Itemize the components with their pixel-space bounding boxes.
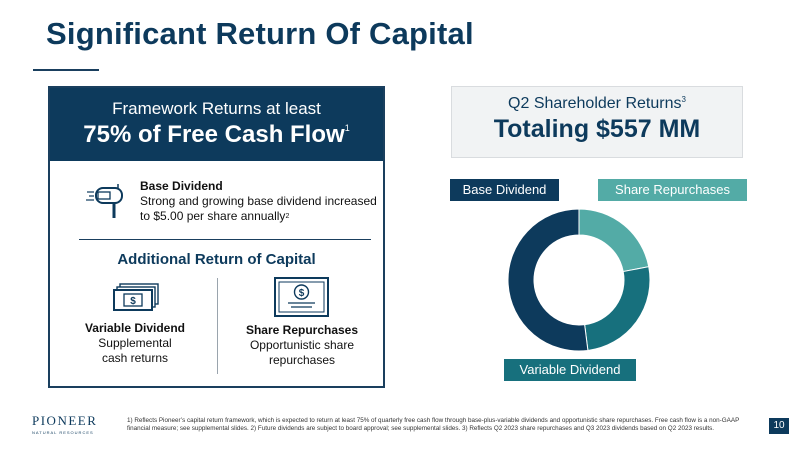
base-dividend-text: Strong and growing base dividend increas…: [140, 194, 380, 224]
framework-line2-text: 75% of Free Cash Flow: [83, 121, 345, 148]
donut-slice-base-dividend: [508, 209, 589, 351]
logo-wordmark: PIONEER: [32, 413, 98, 428]
base-dividend-footnote-ref: 2: [285, 213, 290, 220]
share-repurchases-column: Share Repurchases Opportunistic share re…: [227, 323, 377, 368]
mailbox-icon: [86, 184, 123, 218]
additional-return-title: Additional Return of Capital: [117, 251, 316, 268]
shareholder-footnote-ref: 3: [681, 95, 686, 104]
share-repurchases-text: Opportunistic share repurchases: [249, 338, 355, 367]
framework-line1: Framework Returns at least: [112, 99, 321, 118]
returns-donut-chart: [508, 209, 650, 351]
framework-header: Framework Returns at least 75% of Free C…: [50, 88, 383, 161]
share-repurchases-title: Share Repurchases: [245, 323, 359, 337]
variable-dividend-title: Variable Dividend: [84, 321, 186, 335]
footnotes: 1) Reflects Pioneer’s capital return fra…: [127, 417, 740, 432]
base-dividend-title: Base Dividend: [140, 179, 223, 193]
svg-text:$: $: [299, 288, 305, 299]
svg-text:$: $: [130, 296, 136, 307]
column-divider: [217, 278, 218, 374]
section-divider: [79, 239, 371, 240]
title-underline: [33, 69, 99, 71]
variable-dividend-column: Variable Dividend Supplemental cash retu…: [60, 321, 210, 366]
shareholder-returns-label-text: Q2 Shareholder Returns: [508, 95, 682, 112]
framework-line2: 75% of Free Cash Flow1: [50, 121, 383, 149]
shareholder-returns-total: Totaling $557 MM: [493, 115, 701, 143]
variable-dividend-text: Supplemental cash returns: [98, 336, 172, 365]
stock-certificate-icon: $: [274, 277, 329, 317]
shareholder-returns-box: Q2 Shareholder Returns3 Totaling $557 MM: [451, 86, 743, 158]
framework-footnote-ref: 1: [344, 123, 350, 133]
callout-variable-dividend: Variable Dividend: [504, 359, 636, 381]
page-number: 10: [769, 418, 789, 434]
donut-slice-variable-dividend: [584, 266, 650, 351]
callout-base-dividend: Base Dividend: [450, 179, 559, 201]
framework-panel: Framework Returns at least 75% of Free C…: [48, 86, 385, 388]
callout-share-repurchases: Share Repurchases: [598, 179, 747, 201]
shareholder-returns-label: Q2 Shareholder Returns3: [452, 95, 742, 113]
donut-slice-share-repurchases: [578, 209, 650, 273]
page-title: Significant Return Of Capital: [46, 16, 474, 51]
base-dividend-desc: Strong and growing base dividend increas…: [140, 194, 377, 223]
logo-tagline: NATURAL RESOURCES: [32, 430, 94, 435]
cash-stack-icon: $: [113, 283, 159, 311]
company-logo: PIONEER NATURAL RESOURCES: [32, 413, 106, 435]
